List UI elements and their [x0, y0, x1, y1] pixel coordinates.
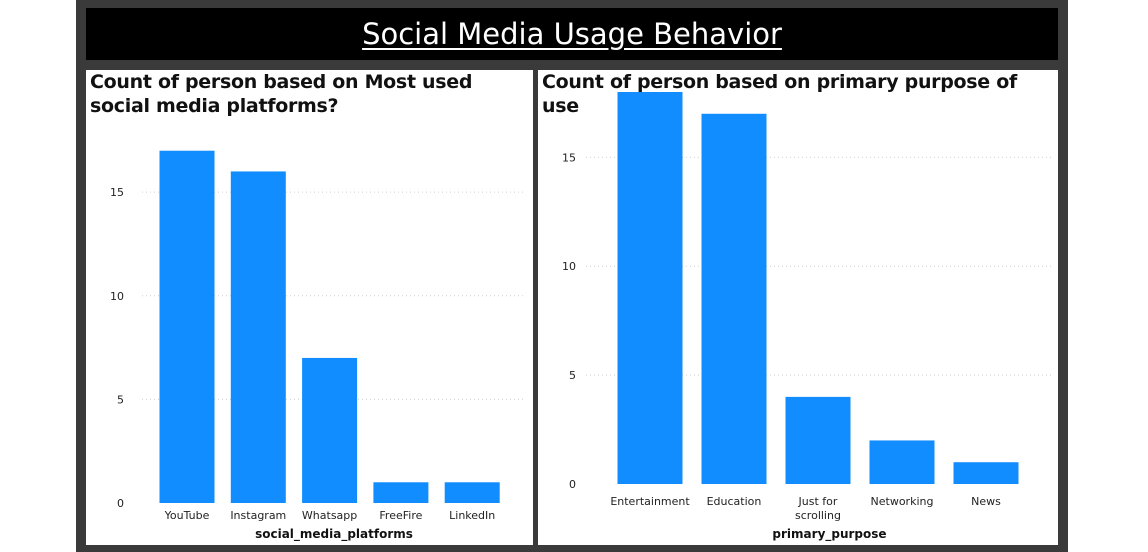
x-axis-title: social_media_platforms [255, 527, 413, 542]
bar-entertainment[interactable] [617, 92, 683, 484]
x-tick-label: FreeFire [379, 509, 422, 522]
bar-youtube[interactable] [159, 150, 215, 503]
y-tick-label: 10 [110, 290, 124, 303]
x-tick-label: Entertainment [610, 495, 690, 508]
purpose-chart-panel[interactable]: Count of person based on primary purpose… [538, 70, 1058, 545]
bar-education[interactable] [701, 113, 767, 485]
x-tick-label: Education [707, 495, 762, 508]
y-tick-label: 5 [117, 393, 124, 406]
x-tick-label: Whatsapp [302, 509, 357, 522]
x-tick-label: YouTube [164, 509, 210, 522]
purpose-chart-title: Count of person based on primary purpose… [542, 71, 1017, 117]
x-tick-label: Just for scrolling [795, 495, 841, 522]
x-tick-label: Instagram [230, 509, 286, 522]
purpose-bar-chart[interactable]: 0 5 10 15 Entertainment Education Just for scro… [538, 70, 1058, 545]
x-axis-title: primary_purpose [772, 527, 886, 542]
y-tick-label: 5 [569, 369, 576, 382]
bar-networking[interactable] [869, 440, 935, 484]
y-tick-label: 15 [110, 186, 124, 199]
bar-linkedin[interactable] [444, 482, 500, 503]
bar-instagram[interactable] [230, 171, 286, 503]
y-tick-label: 15 [562, 151, 576, 164]
dashboard-title-bar: Social Media Usage Behavior [86, 8, 1058, 60]
y-tick-label: 0 [569, 478, 576, 491]
bar-freefire[interactable] [373, 482, 429, 503]
bar-just-for-scrolling[interactable] [785, 396, 851, 484]
bar-news[interactable] [953, 462, 1019, 484]
bar-whatsapp[interactable] [302, 357, 358, 503]
platforms-chart-panel[interactable]: Count of person based on Most used socia… [86, 70, 533, 545]
platforms-chart-title: Count of person based on Most used socia… [90, 71, 473, 117]
dashboard-title: Social Media Usage Behavior [362, 17, 782, 51]
y-tick-label: 0 [117, 497, 124, 510]
x-tick-label: Networking [871, 495, 934, 508]
y-tick-label: 10 [562, 260, 576, 273]
x-tick-label: News [971, 495, 1001, 508]
x-tick-label: LinkedIn [449, 509, 495, 522]
platforms-bar-chart[interactable]: 0 5 10 15 YouTube Instagram Whatsapp FreeFire Li… [86, 70, 533, 545]
